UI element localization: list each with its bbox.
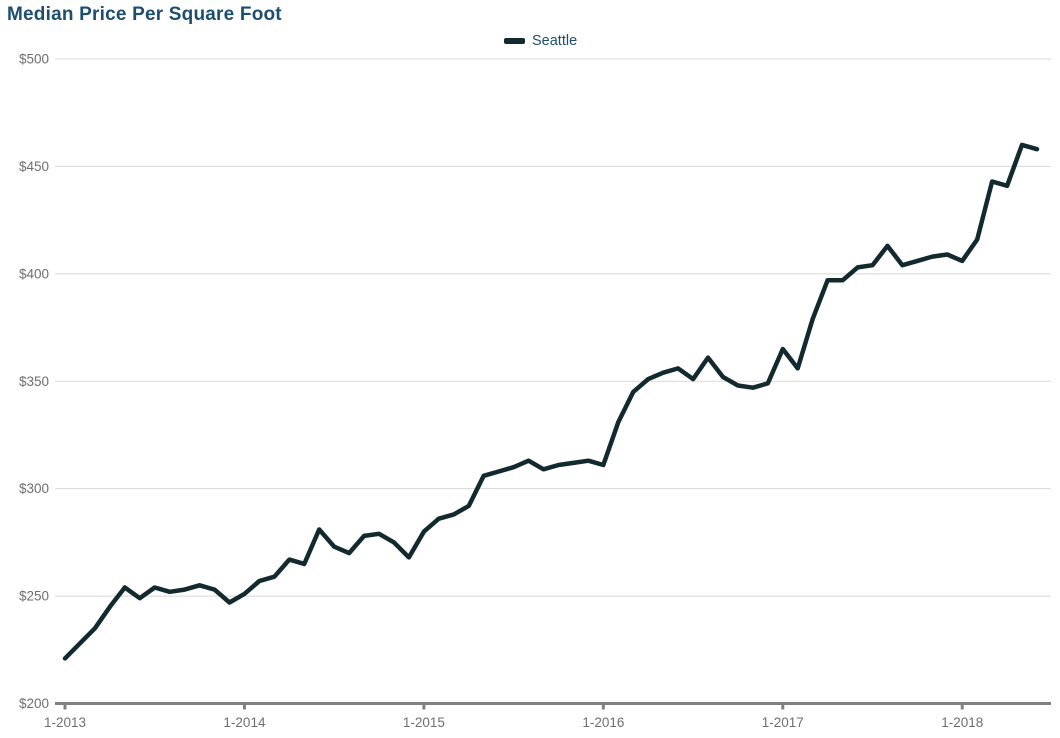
seattle-series-line — [62, 142, 1040, 661]
y-tick-label: $200 — [19, 696, 49, 711]
legend-label-seattle: Seattle — [532, 33, 578, 49]
x-tick-label: 1-2018 — [941, 715, 983, 730]
x-tick-label: 1-2017 — [762, 715, 804, 730]
x-tick-label: 1-2014 — [223, 715, 266, 730]
y-tick-label: $350 — [19, 374, 49, 389]
legend-line-swatch — [504, 38, 525, 44]
y-tick-label: $500 — [19, 52, 49, 67]
x-tick-label: 1-2016 — [582, 715, 624, 730]
chart-title: Median Price Per Square Foot — [7, 4, 282, 25]
legend: Seattle — [504, 33, 577, 49]
y-tick-label: $400 — [19, 266, 49, 281]
x-tick-label: 1-2013 — [44, 715, 86, 730]
y-tick-label: $300 — [19, 481, 49, 496]
y-tick-label: $250 — [19, 589, 49, 604]
y-tick-label: $450 — [19, 159, 49, 174]
x-tick-label: 1-2015 — [403, 715, 445, 730]
